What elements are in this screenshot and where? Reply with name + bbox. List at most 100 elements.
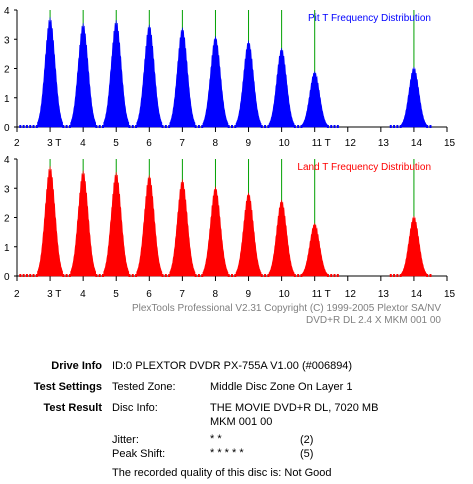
peak-T9 — [235, 40, 262, 128]
baseline-dot — [267, 274, 270, 277]
y-tick-label: 3 — [4, 184, 10, 195]
x-tick-label: 7 — [179, 138, 185, 149]
baseline-dot — [231, 125, 233, 128]
baseline-dot — [98, 125, 101, 128]
baseline-dot — [393, 274, 396, 277]
tested-zone-label: Tested Zone: — [112, 381, 176, 393]
baseline-dot — [399, 274, 402, 277]
peak-T8 — [202, 186, 229, 277]
baseline-dot — [300, 125, 303, 128]
drive-info-label: Drive Info — [51, 360, 102, 372]
x-tick-label: 3 T — [47, 289, 61, 300]
baseline-dot — [333, 274, 336, 277]
baseline-dot — [25, 274, 28, 277]
baseline-dot — [164, 125, 167, 128]
tested-zone-value: Middle Disc Zone On Layer 1 — [210, 381, 353, 393]
baseline-dot — [161, 274, 164, 277]
x-tick-label: 2 — [14, 289, 20, 300]
baseline-dot — [168, 125, 171, 128]
baseline-dot — [429, 274, 432, 277]
baseline-dot — [22, 274, 25, 277]
baseline-dot — [62, 274, 65, 277]
baseline-dot — [396, 125, 399, 128]
peak-shift-label: Peak Shift: — [112, 448, 166, 460]
baseline-dot — [102, 125, 104, 128]
peak-shift-score: (5) — [300, 448, 314, 460]
peak-T5 — [103, 172, 130, 277]
baseline-dot — [293, 125, 296, 128]
baseline-dot — [326, 125, 329, 128]
x-tick-label: 15 — [444, 138, 456, 149]
y-tick-label: 2 — [4, 65, 10, 76]
baseline-dot — [98, 274, 101, 277]
disc-format-text: DVD+R DL 2.4 X MKM 001 00 — [306, 315, 441, 326]
baseline-dot — [161, 125, 164, 128]
x-tick-label: 3 T — [47, 138, 61, 149]
x-tick-label: 4 — [80, 289, 86, 300]
peak-T3 — [37, 166, 63, 277]
x-tick-label: 9 — [246, 138, 252, 149]
y-tick-label: 1 — [4, 94, 10, 105]
baseline-dot — [336, 125, 339, 128]
x-tick-label: 14 — [411, 289, 423, 300]
x-tick-label: 13 — [378, 289, 390, 300]
baseline-dot — [201, 274, 204, 277]
baseline-dot — [131, 274, 134, 277]
baseline-dot — [128, 274, 131, 277]
baseline-dot — [29, 125, 32, 128]
baseline-dot — [429, 125, 432, 128]
baseline-dot — [32, 125, 35, 128]
baseline-dot — [426, 274, 429, 277]
baseline-dot — [68, 125, 71, 128]
y-tick-label: 4 — [4, 155, 10, 166]
peak-T8 — [202, 36, 229, 128]
quality-verdict: The recorded quality of this disc is: No… — [112, 467, 332, 479]
peak-T11 — [301, 71, 328, 128]
disc-info-label: Disc Info: — [112, 402, 158, 414]
baseline-dot — [201, 125, 204, 128]
baseline-dot — [326, 274, 329, 277]
baseline-dot — [62, 125, 65, 128]
x-tick-label: 10 — [279, 138, 291, 149]
peak-T7 — [169, 179, 196, 277]
peak-shift-stars: * * * * * — [210, 447, 244, 459]
baseline-dot — [35, 274, 38, 277]
x-tick-label: 10 — [279, 289, 291, 300]
peak-T10 — [268, 199, 295, 277]
baseline-dot — [330, 125, 333, 128]
peak-T4 — [70, 170, 96, 277]
x-tick-label: 8 — [212, 289, 218, 300]
x-tick-label: 11 T — [312, 289, 331, 300]
x-tick-label: 7 — [179, 289, 185, 300]
x-tick-label: 5 — [113, 289, 119, 300]
peak-T14 — [401, 66, 427, 128]
chart-title: Land T Frequency Distribution — [297, 162, 431, 173]
jitter-stars: * * — [210, 433, 222, 445]
baseline-dot — [333, 125, 336, 128]
x-tick-label: 9 — [246, 289, 252, 300]
peak-T6 — [136, 175, 163, 277]
baseline-dot — [336, 274, 339, 277]
jitter-label: Jitter: — [112, 434, 139, 446]
baseline-dot — [164, 274, 167, 277]
x-tick-label: 12 — [345, 289, 357, 300]
baseline-dot — [22, 125, 25, 128]
baseline-dot — [426, 125, 429, 128]
baseline-dot — [231, 274, 233, 277]
baseline-dot — [260, 274, 263, 277]
x-tick-label: 6 — [146, 138, 152, 149]
x-tick-label: 11 T — [312, 138, 331, 149]
disc-info-value-1: THE MOVIE DVD+R DL, 7020 MB — [210, 402, 379, 414]
baseline-dot — [65, 274, 68, 277]
jitter-score: (2) — [300, 434, 314, 446]
baseline-dot — [330, 274, 333, 277]
y-tick-label: 2 — [4, 214, 10, 225]
x-tick-label: 12 — [345, 138, 357, 149]
x-tick-label: 14 — [411, 138, 423, 149]
baseline-dot — [197, 274, 200, 277]
y-tick-label: 0 — [4, 123, 10, 134]
baseline-dot — [102, 274, 104, 277]
x-tick-label: 6 — [146, 289, 152, 300]
disc-info-value-2: MKM 001 00 — [210, 416, 273, 428]
